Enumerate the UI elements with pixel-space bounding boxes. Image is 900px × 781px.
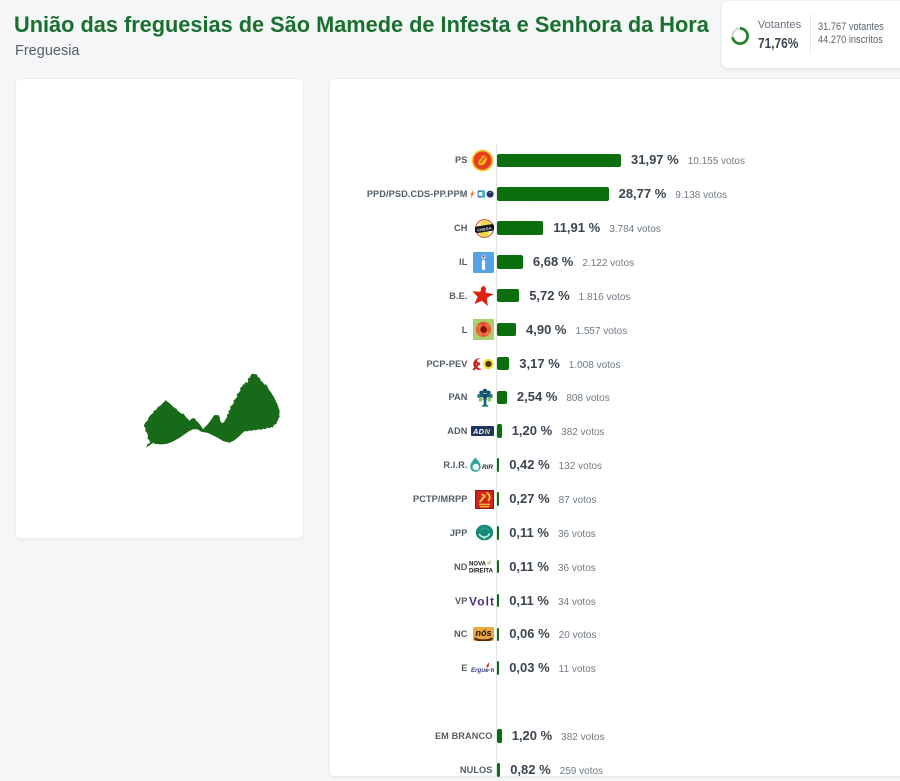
svg-text:Ergue-te: Ergue-te [471, 667, 494, 674]
svg-text:Volt: Volt [469, 594, 494, 608]
svg-text:NOVA: NOVA [469, 562, 487, 568]
svg-text:CHEGA: CHEGA [477, 226, 492, 232]
svg-text:DIREITA: DIREITA [469, 569, 494, 575]
svg-text:RIR: RIR [482, 464, 493, 471]
svg-text:N: N [485, 427, 491, 436]
svg-text:nós: nós [475, 628, 491, 638]
svg-text:A: A [472, 427, 478, 436]
svg-text:D: D [479, 427, 485, 436]
